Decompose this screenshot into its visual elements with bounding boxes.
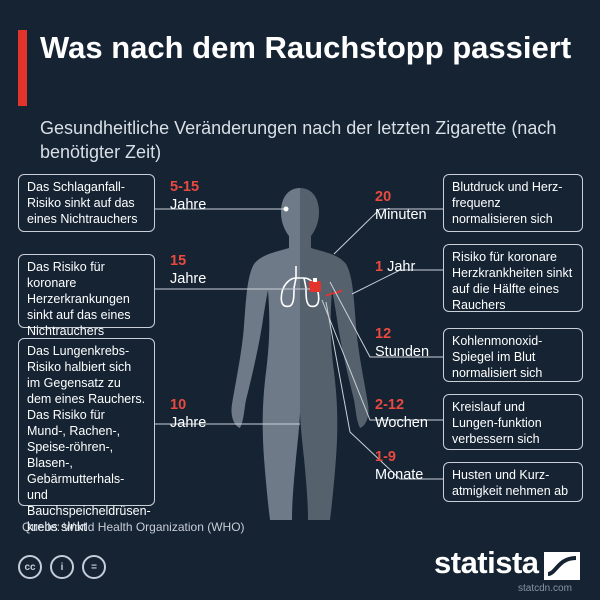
time-number: 10 — [170, 397, 187, 413]
info-box-circulation: Kreislauf und Lungen-funktion verbessern… — [443, 394, 583, 450]
source-note: Quelle: World Health Organization (WHO) — [22, 520, 245, 534]
time-label-20-minuten: 20 Minuten — [375, 188, 427, 224]
body-left-half — [231, 188, 300, 520]
time-number: 2-12 — [375, 397, 405, 413]
info-box-coronary-1: Risiko für koronare Herzkrankheiten sink… — [443, 244, 583, 312]
time-unit: Jahr — [387, 259, 416, 275]
time-label-12-stunden: 12 Stunden — [375, 325, 429, 361]
time-label-1-jahr: 1 Jahr — [375, 258, 415, 276]
info-box-text: Risiko für koronare Herzkrankheiten sink… — [452, 250, 573, 312]
time-label-10-jahre: 10 Jahre — [170, 396, 206, 432]
info-box-text: Husten und Kurz-atmigkeit nehmen ab — [452, 468, 569, 498]
license-icons: cc i = — [18, 555, 106, 579]
time-number: 20 — [375, 189, 392, 205]
time-number: 5-15 — [170, 179, 200, 195]
statista-logo-icon — [544, 552, 580, 580]
connector-lines — [155, 208, 443, 480]
info-box-blood-pressure: Blutdruck und Herz-frequenz normalisiere… — [443, 174, 583, 232]
time-number: 1 — [375, 259, 384, 275]
time-label-1-9-monate: 1-9 Monate — [375, 448, 423, 484]
page-subtitle: Gesundheitliche Veränderungen nach der l… — [40, 118, 557, 162]
heart-icon — [309, 281, 321, 292]
info-box-lung-cancer: Das Lungenkrebs-Risiko halbiert sich im … — [18, 338, 155, 534]
info-box-text: Das Schlaganfall-Risiko sinkt auf das ei… — [27, 180, 138, 226]
cc-icon[interactable]: cc — [18, 555, 42, 579]
info-box-text: Kreislauf und Lungen-funktion verbessern… — [452, 400, 542, 446]
time-unit: Monate — [375, 467, 424, 483]
info-box-text: Kohlenmonoxid-Spiegel im Blut normalisie… — [452, 334, 543, 380]
info-box-text: Das Risiko für koronare Herzerkrankungen… — [27, 260, 131, 338]
pancreas-icon — [325, 289, 343, 297]
heart-highlight — [313, 278, 317, 282]
time-number: 15 — [170, 253, 187, 269]
info-box-carbon-monoxide: Kohlenmonoxid-Spiegel im Blut normalisie… — [443, 328, 583, 382]
body-right-half — [300, 188, 369, 520]
time-number: 1-9 — [375, 449, 396, 465]
info-box-stroke-risk: Das Schlaganfall-Risiko sinkt auf das ei… — [18, 174, 155, 232]
info-box-text: Blutdruck und Herz-frequenz normalisiere… — [452, 180, 563, 226]
time-unit: Wochen — [375, 415, 428, 431]
page-title: Was nach dem Rauchstopp passiert — [40, 30, 572, 65]
time-unit: Jahre — [170, 271, 207, 287]
accent-bar — [18, 30, 27, 106]
time-number: 12 — [375, 326, 392, 342]
time-label-15-jahre: 15 Jahre — [170, 252, 206, 288]
time-unit: Jahre — [170, 415, 207, 431]
statista-logo[interactable]: statista — [434, 545, 539, 580]
info-box-cough: Husten und Kurz-atmigkeit nehmen ab — [443, 462, 583, 502]
time-label-5-15-jahre: 5-15 Jahre — [170, 178, 206, 214]
info-box-text: Das Lungenkrebs-Risiko halbiert sich im … — [27, 344, 151, 534]
time-unit: Jahre — [170, 197, 207, 213]
nd-icon[interactable]: = — [82, 555, 106, 579]
by-icon[interactable]: i — [50, 555, 74, 579]
time-unit: Stunden — [375, 344, 430, 360]
time-unit: Minuten — [375, 207, 427, 223]
info-box-coronary-15: Das Risiko für koronare Herzerkrankungen… — [18, 254, 155, 338]
lungs-icon — [280, 266, 320, 308]
time-label-2-12-wochen: 2-12 Wochen — [375, 396, 428, 432]
watermark: statcdn.com — [518, 583, 572, 594]
